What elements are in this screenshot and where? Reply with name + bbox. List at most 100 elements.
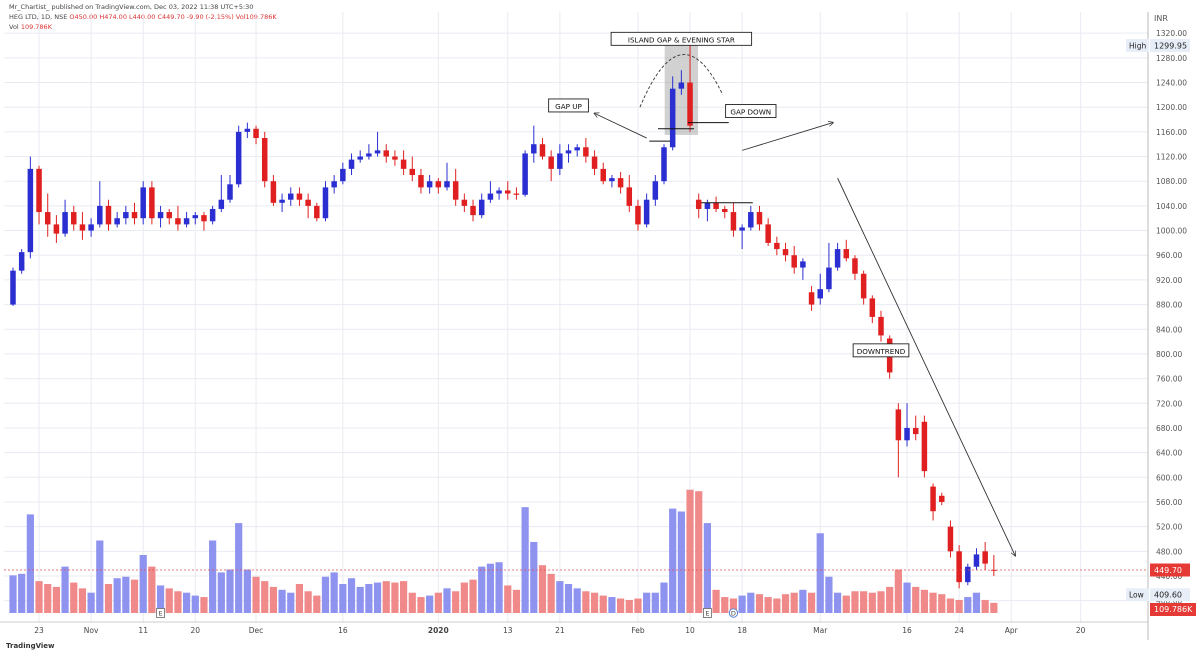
candle-body [331,181,337,188]
annotation-label: GAP UP [548,98,589,113]
candle-body [912,427,919,435]
candle-body [643,199,650,225]
volume-bar [269,586,277,613]
candle-body [183,218,190,225]
candle-body [609,178,615,182]
candle-body [947,526,954,552]
annotation-arrow [837,177,1016,556]
volume-bar [347,578,356,613]
event-marker: E [156,608,165,618]
symbol-label[interactable]: HEG LTD, 1D, NSE [9,13,68,21]
volume-bar [964,597,972,613]
candle-body [817,289,823,299]
volume-bar [330,572,338,613]
time-tick-label: 23 [34,626,44,635]
volume-bar [209,540,217,613]
candle-body [852,258,858,274]
price-tick-label: 480.00 [1156,547,1182,556]
candle-body [965,566,971,583]
volume-bar [61,566,69,613]
volume-bar [70,582,78,613]
volume-bar [590,592,599,613]
candle-body [800,261,806,268]
event-marker: D [728,608,739,618]
volume-bar [851,591,859,613]
time-axis: 23 Nov 11 20 Dec 16 2020 13 21 Feb 10 18 Mar 16 24 Apr 2… [0,621,1148,635]
candle-body [878,316,884,336]
candle-body [244,128,251,132]
ohlc-values: O450.00 H474.00 L440.00 C449.70 -9.90 (-… [69,13,277,21]
event-marker-label: D [731,610,736,618]
candle-body [114,218,120,225]
price-tag-box [1150,563,1190,577]
candle-body [392,156,398,160]
price-tag-name: High [1129,42,1146,51]
volume-label: Vol [9,23,19,31]
candle-body [678,82,685,89]
volume-bar [486,563,494,613]
volume-bar [834,592,842,613]
volume-bar [990,602,998,613]
candle-body [522,153,528,195]
candle-body [18,252,25,271]
tradingview-brand: TradingView [6,642,55,650]
volume-bar [669,508,677,613]
candle-body [88,224,94,231]
price-tick-label: 640.00 [1156,449,1182,458]
candle-body [722,208,728,213]
price-tick-label: 1080.00 [1156,177,1187,186]
candle-body [774,242,780,250]
annotation-label: DOWNTREND [852,343,910,358]
volume-bar [686,489,694,613]
time-tick-label: 20 [1076,626,1086,635]
candle-body [409,168,416,176]
volume-bar [530,541,538,613]
candle-body [704,202,711,209]
volume-bar [599,595,607,613]
volume-tag-box [1150,603,1196,616]
price-tag-box [1150,588,1190,602]
candle-body [36,168,42,213]
volume-bar [712,589,720,613]
candle-body [62,212,68,234]
candle-body [305,199,311,206]
volume-bar [417,597,425,613]
candle-body [227,184,233,200]
candle-body [53,224,60,234]
volume-bar [938,594,946,613]
candle-body [617,178,624,188]
volume-bar [235,523,243,613]
volume-bar [547,573,555,613]
candle-body [131,212,138,219]
candle-body [843,249,850,259]
volume-bar [807,592,816,613]
volume-bar [972,592,981,613]
time-tick-label: 18 [737,626,747,635]
candle-body [756,212,763,225]
price-tick-label: 1000.00 [1156,227,1187,236]
price-tick-label: 720.00 [1156,399,1182,408]
candle-body [10,270,16,305]
volume-tag: 109.786K [1150,603,1196,616]
symbol-line: HEG LTD, 1D, NSE O450.00 H474.00 L440.00… [9,13,277,21]
candle-body [71,212,77,225]
volume-bar [903,582,911,613]
time-tick-label: Nov [84,626,99,635]
candle-body [314,205,320,219]
candle-body [574,147,580,151]
candle-body [192,215,199,219]
price-tick-label: 920.00 [1156,276,1182,285]
candle-body [400,159,407,169]
volume-bar [738,595,746,613]
time-tick-label: 2020 [428,626,449,635]
volume-bar [764,597,772,613]
candle-body [826,267,832,290]
price-tag-value: 1299.95 [1154,42,1187,51]
candle-body [383,150,389,157]
volume-bar [955,599,963,613]
annotation-label: ISLAND GAP & EVENING STAR [610,31,753,46]
volume-bar [391,582,399,613]
event-marker-label: E [705,610,709,618]
time-tick-label: Mar [813,626,828,635]
